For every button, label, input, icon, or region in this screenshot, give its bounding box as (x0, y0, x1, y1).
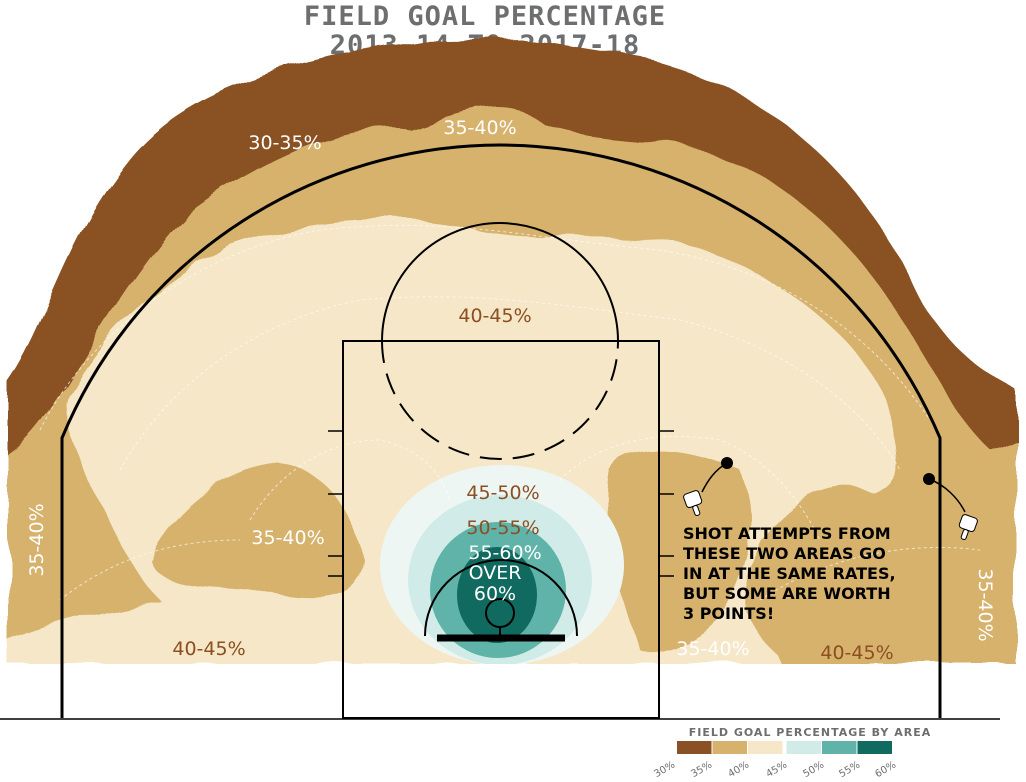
zone-label-over-60-a: OVER (469, 562, 522, 584)
zone-over-60 (457, 547, 537, 643)
legend-tick-label: 60% (873, 760, 898, 781)
pointing-hand-icon (958, 514, 978, 540)
legend-title: FIELD GOAL PERCENTAGE BY AREA (689, 726, 932, 739)
legend-tick-label: 55% (837, 760, 862, 781)
zone-label-right-side-35-40: 35-40% (974, 568, 996, 641)
free-throw-circle-top (381, 222, 619, 342)
annotation-line: THESE TWO AREAS GO (683, 544, 886, 563)
paint (342, 340, 660, 719)
legend-swatch (677, 741, 712, 754)
legend-swatch (712, 741, 747, 754)
zone-35-40-left-wing (150, 465, 365, 599)
legend-tick-label: 35% (689, 760, 714, 781)
annotation-line: BUT SOME ARE WORTH (683, 584, 891, 603)
annotation-line: IN AT THE SAME RATES, (683, 564, 896, 583)
zone-35-40-right-wing (607, 451, 752, 653)
restricted-area-arc (424, 559, 578, 637)
three-point-line (60, 143, 942, 718)
zone-label-center-45-50: 45-50% (466, 482, 539, 504)
zone-label-top-35-40: 35-40% (443, 117, 516, 139)
zone-label-left-side-35-40: 35-40% (26, 503, 48, 576)
annotation-line: 3 POINTS! (683, 604, 774, 623)
zone-label-over-60-b: 60% (474, 583, 516, 605)
zone-label-left-wing-35-40: 35-40% (251, 527, 324, 549)
legend-tick-label: 50% (801, 760, 826, 781)
zone-label-center-40-45: 40-45% (458, 305, 531, 327)
pointing-hand-icon (683, 490, 703, 516)
zone-label-right-corner-40-45: 40-45% (820, 642, 893, 664)
free-throw-circle-bottom (381, 340, 619, 460)
legend-swatch (786, 741, 821, 754)
legend-swatch (857, 741, 892, 754)
legend-tick-label: 30% (652, 760, 677, 781)
lane-hash-marks (328, 430, 674, 577)
legend-swatch (748, 741, 783, 754)
zone-label-center-55-60: 55-60% (468, 542, 541, 564)
legend-tick-label: 45% (764, 760, 789, 781)
zone-label-center-50-55: 50-55% (466, 517, 539, 539)
chart-title-line-1: FIELD GOAL PERCENTAGE (303, 1, 667, 32)
court-lines (0, 143, 1000, 720)
legend-swatch (822, 741, 857, 754)
annotation-pointers (683, 457, 978, 540)
zone-35-40-right-corner (773, 440, 1016, 664)
zone-label-left-corner-40-45: 40-45% (172, 638, 245, 660)
zone-label-right-baseline-35-40: 35-40% (676, 638, 749, 660)
zone-label-top-left-30-35: 30-35% (248, 132, 321, 154)
annotation-line: SHOT ATTEMPTS FROM (683, 524, 891, 543)
legend-tick-label: 40% (726, 760, 751, 781)
